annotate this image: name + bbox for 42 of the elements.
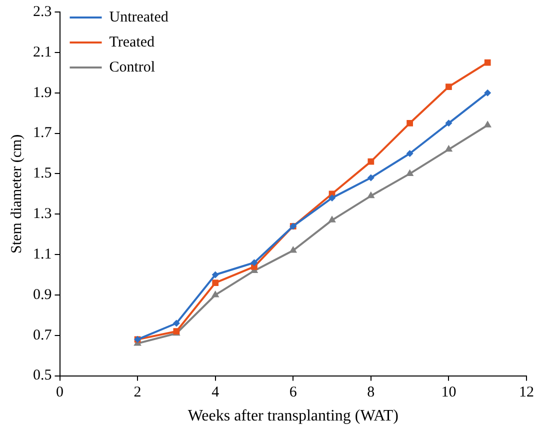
point bbox=[368, 158, 374, 165]
legend-label: Untreated bbox=[109, 9, 169, 26]
point bbox=[484, 89, 492, 96]
y-tick-label: 2.1 bbox=[33, 44, 52, 60]
x-tick-label: 0 bbox=[56, 384, 64, 401]
x-tick-label: 6 bbox=[289, 384, 298, 401]
point bbox=[406, 169, 414, 176]
point bbox=[289, 246, 298, 253]
y-tick-label: 1.9 bbox=[33, 84, 52, 101]
point bbox=[172, 320, 180, 327]
x-tick-label: 2 bbox=[134, 384, 142, 401]
y-tick-label: 0.7 bbox=[33, 327, 52, 344]
point bbox=[212, 280, 219, 286]
point bbox=[444, 144, 453, 152]
point bbox=[446, 84, 452, 90]
x-tick-label: 12 bbox=[519, 384, 534, 401]
point bbox=[484, 120, 492, 128]
x-axis-title: Weeks after transplanting (WAT) bbox=[188, 408, 398, 425]
point bbox=[406, 120, 413, 126]
point bbox=[484, 59, 491, 66]
point bbox=[328, 194, 336, 202]
point bbox=[211, 290, 220, 298]
y-axis-title: Stem diameter (cm) bbox=[8, 134, 25, 254]
y-tick-label: 0.5 bbox=[33, 368, 52, 384]
y-tick-label: 1.3 bbox=[33, 206, 52, 222]
y-tick-label: 1.1 bbox=[33, 246, 52, 262]
point bbox=[250, 259, 258, 266]
point bbox=[367, 174, 374, 182]
point bbox=[445, 120, 452, 127]
point bbox=[328, 216, 336, 222]
y-tick-label: 2.3 bbox=[33, 4, 52, 20]
point bbox=[212, 271, 219, 278]
x-tick-label: 10 bbox=[441, 384, 456, 401]
legend-label: Treated bbox=[109, 34, 156, 50]
x-tick-label: 4 bbox=[212, 384, 220, 401]
point bbox=[406, 150, 414, 157]
y-tick-label: 0.9 bbox=[33, 286, 52, 303]
point bbox=[367, 191, 375, 198]
x-tick-label: 8 bbox=[367, 384, 375, 401]
y-tick-label: 1.5 bbox=[33, 166, 52, 182]
y-tick-label: 1.7 bbox=[33, 125, 52, 142]
legend-label: Control bbox=[109, 59, 156, 76]
